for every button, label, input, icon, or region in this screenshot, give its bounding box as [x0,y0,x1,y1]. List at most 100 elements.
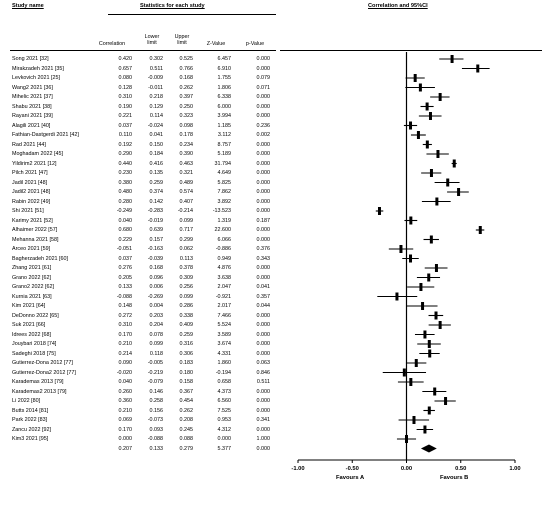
effect-marker [428,112,432,120]
study-p-cell: 0.000 [256,407,271,414]
effect-marker [416,131,420,139]
study-r-cell: 0.090 [118,360,133,366]
study-r-cell: 0.205 [118,274,133,281]
study-p-cell: 0.000 [256,189,271,195]
study-p-cell: 0.000 [256,312,271,319]
study-lo-cell: 0.114 [149,113,163,119]
study-p-cell: 0.000 [256,236,271,243]
study-hi-cell: 0.262 [179,407,194,414]
study-r-cell: 0.148 [118,303,133,309]
study-r-cell: 0.440 [118,160,133,167]
study-hi-cell: 0.168 [179,75,194,81]
study-z-cell: 3.589 [217,331,232,338]
study-r-cell: 0.230 [118,170,133,176]
study-hi-cell: 0.245 [179,426,194,433]
study-r-cell: -0.088 [116,293,132,300]
effect-marker [427,406,431,415]
study-r-cell: 0.214 [118,350,133,357]
study-name-cell: Mirakzadeh 2021 [35] [12,65,64,72]
correlation-col-header: Correlation [98,41,126,47]
study-z-cell: 0.000 [217,436,232,442]
study-r-cell: 0.420 [118,56,133,62]
study-z-cell: 6.338 [217,94,232,100]
pooled-r-cell: 0.207 [118,445,133,452]
study-p-cell: 0.000 [256,426,271,433]
study-name-cell: Kim 2021 [64] [12,303,46,309]
study-hi-cell: 0.766 [179,65,194,72]
study-name-cell: Karademas2 2013 [79] [12,388,67,395]
study-name-cell: Gutierrez-Dona 2012 [77] [12,360,73,366]
study-p-cell: 0.041 [256,284,271,290]
study-p-cell: 1.000 [256,436,271,442]
study-hi-cell: 0.299 [179,236,194,243]
effect-marker [421,302,425,310]
study-z-cell: -0.886 [215,246,231,252]
study-p-cell: 0.376 [256,246,271,252]
effect-marker [423,425,427,434]
effect-marker [409,216,413,225]
study-z-cell: 2.047 [217,284,232,290]
study-hi-cell: 0.367 [179,388,194,395]
study-hi-cell: 0.180 [179,369,194,376]
study-z-cell: 5.825 [217,179,232,186]
study-hi-cell: 0.338 [179,312,194,319]
study-lo-cell: -0.073 [147,417,163,423]
study-z-cell: 6.910 [217,65,232,72]
study-lo-cell: 0.639 [149,227,164,233]
x-tick-label: -0.50 [346,466,359,472]
study-name-cell: Grano2 2022 [62] [12,284,54,290]
effect-marker [434,311,438,320]
study-lo-cell: 0.096 [149,274,164,281]
study-lo-cell: -0.019 [147,217,163,224]
study-r-cell: 0.037 [118,255,133,262]
study-name-cell: Rad 2021 [44] [12,141,46,148]
effect-marker [427,273,431,282]
study-r-cell: 0.000 [118,436,133,442]
stats-header-rule [108,14,276,15]
effect-marker [435,197,439,206]
effect-marker [444,397,448,405]
effect-marker [409,378,413,386]
study-p-cell: 0.000 [256,350,271,357]
study-name-cell: Levkovich 2021 [25] [12,75,60,81]
x-tick-label: 0.50 [455,466,466,472]
effect-marker [412,416,416,424]
study-z-cell: 1.319 [217,217,232,224]
study-z-cell: 8.757 [217,141,232,148]
study-lo-cell: 0.184 [149,151,164,157]
study-p-cell: 0.000 [256,198,271,205]
study-r-cell: 0.260 [118,388,133,395]
study-lo-cell: 0.078 [149,331,164,338]
study-lo-cell: 0.511 [149,65,163,72]
study-z-cell: 3.674 [217,341,232,347]
study-r-cell: 0.170 [118,331,133,338]
effect-marker [425,102,429,111]
study-p-cell: 0.000 [256,160,271,167]
study-z-cell: 0.953 [217,417,232,423]
study-r-cell: 0.310 [118,94,133,100]
study-name-cell: Kurnia 2021 [63] [12,293,52,300]
pooled-p-cell: 0.000 [256,445,271,452]
study-z-cell: 3.112 [217,132,231,138]
effect-marker [395,292,399,301]
effect-marker [425,140,429,149]
study-hi-cell: 0.390 [179,151,194,157]
study-hi-cell: 0.099 [179,217,194,224]
study-z-cell: -0.194 [215,369,231,376]
study-lo-cell: -0.163 [147,246,163,252]
study-p-cell: 0.187 [256,217,271,224]
study-hi-cell: 0.306 [179,350,194,357]
study-lo-cell: -0.011 [148,84,163,91]
effect-marker [399,245,403,253]
study-lo-cell: 0.004 [149,303,164,309]
effect-marker [402,368,406,377]
study-p-cell: 0.000 [256,113,271,119]
study-z-cell: 4.373 [217,388,232,395]
effect-marker [409,121,413,130]
study-lo-cell: 0.041 [149,132,164,138]
study-lo-cell: 0.142 [149,198,164,205]
study-name-cell: Yildirim2 2021 [12] [12,160,57,167]
study-hi-cell: 0.321 [179,170,194,176]
effect-marker [436,150,440,158]
